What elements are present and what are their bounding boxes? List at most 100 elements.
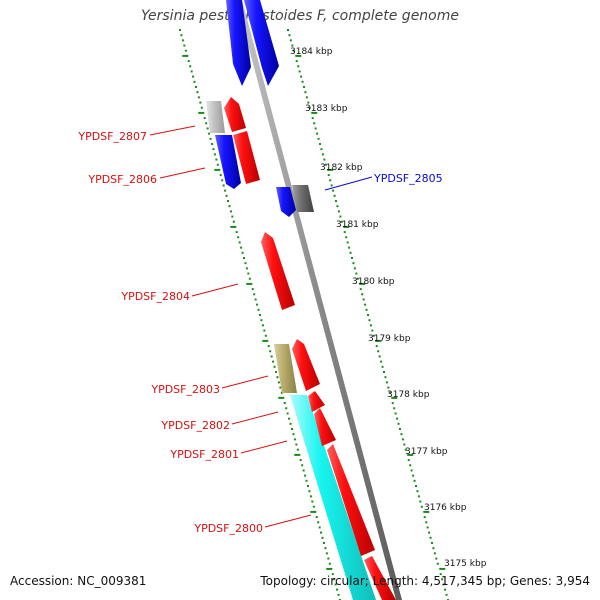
gene-shape-2800-red[interactable] (327, 444, 375, 556)
inner-track-minor-tick (254, 298, 257, 301)
gene-shape-2801-red[interactable] (314, 408, 336, 446)
outer-track-minor-tick (319, 143, 321, 145)
leader-line-2807 (149, 125, 196, 136)
outer-track-minor-tick (404, 448, 407, 451)
outer-track-minor-tick (431, 542, 433, 544)
inner-track-minor-tick (229, 210, 232, 213)
leader-line-2804 (191, 283, 239, 297)
outer-track-minor-tick (356, 277, 359, 280)
inner-track-minor-tick (302, 469, 305, 472)
outer-track-minor-tick (412, 474, 415, 477)
inner-track-minor-tick (241, 251, 244, 254)
inner-track-minor-tick (251, 288, 254, 291)
gene-label-leaders (149, 125, 373, 528)
leader-line-2800 (264, 514, 312, 528)
outer-track-minor-tick (435, 557, 438, 560)
outer-track-minor-tick (321, 153, 324, 156)
gene-shape-2807-red[interactable] (224, 97, 246, 132)
gene-shape-bottom-red[interactable] (364, 556, 396, 600)
gene-shape-2803-red[interactable] (292, 339, 320, 391)
inner-track-minor-tick (232, 220, 235, 223)
outer-track-minor-tick (287, 29, 289, 31)
inner-track-minor-tick (235, 231, 238, 234)
inner-track-minor-tick (238, 241, 241, 244)
inner-track-minor-tick (187, 60, 190, 63)
inner-track-minor-tick (244, 262, 247, 265)
gene-shape-2803-olive[interactable] (274, 344, 297, 393)
genome-summary-text: Topology: circular; Length: 4,517,345 bp… (260, 574, 590, 588)
gene-label-2802[interactable]: YPDSF_2802 (160, 419, 230, 432)
gene-label-2804[interactable]: YPDSF_2804 (120, 290, 190, 303)
outer-track-minor-tick (323, 158, 326, 161)
outer-track-minor-tick (378, 355, 381, 358)
outer-track-minor-tick (409, 464, 412, 467)
inner-track-minor-tick (211, 143, 213, 145)
gene-shape-2807-gray[interactable] (206, 101, 225, 133)
outer-track-minor-tick (369, 324, 372, 327)
kbp-scale: 3184 kbp 3183 kbp 3182 kbp 3181 kbp 3180… (290, 47, 487, 569)
gene-shape-2806-red[interactable] (233, 131, 260, 184)
inner-track-minor-tick (216, 163, 219, 166)
inner-track-major-tick (294, 453, 301, 456)
outer-track-minor-tick (433, 552, 436, 555)
inner-track-minor-tick (269, 350, 272, 353)
gene-label-2806[interactable]: YPDSF_2806 (87, 173, 157, 186)
forward-strand-genes (224, 97, 396, 600)
gene-label-2805[interactable]: YPDSF_2805 (373, 172, 443, 185)
outer-track-minor-tick (303, 86, 305, 88)
gene-shape-2800-cyan[interactable] (290, 395, 376, 600)
inner-track-minor-tick (304, 474, 307, 477)
inner-track-minor-tick (206, 127, 209, 130)
gene-shape-2805-dark[interactable] (292, 185, 314, 212)
outer-track-minor-tick (320, 148, 323, 151)
inner-track-minor-tick (286, 412, 289, 415)
outer-track-major-tick (295, 54, 302, 57)
outer-track-major-tick (407, 453, 414, 456)
outer-track-minor-tick (359, 288, 362, 291)
gene-shape-top-blue-2[interactable] (244, 0, 279, 86)
outer-track-minor-tick (353, 267, 356, 270)
outer-track-minor-tick (365, 308, 368, 311)
outer-track-minor-tick (439, 573, 442, 576)
outer-track-minor-tick (442, 583, 445, 586)
tick-tracks (179, 29, 449, 600)
outer-track-minor-tick (351, 257, 353, 259)
gene-shape-2805-blue[interactable] (276, 187, 296, 217)
leader-line-2803 (221, 375, 269, 389)
outer-track-major-tick (375, 339, 382, 342)
outer-track-major-tick (311, 111, 318, 114)
inner-track-minor-tick (193, 80, 196, 83)
inner-track-minor-tick (312, 505, 315, 508)
outer-track-minor-tick (413, 479, 416, 482)
gene-label-2801[interactable]: YPDSF_2801 (169, 448, 239, 461)
kbp-tick-label: 3183 kbp (305, 104, 348, 114)
gene-label-2800[interactable]: YPDSF_2800 (193, 522, 263, 535)
outer-track-minor-tick (329, 179, 332, 182)
gene-shape-2804-red[interactable] (261, 232, 295, 310)
outer-track-minor-tick (332, 189, 335, 192)
outer-track-minor-tick (377, 350, 380, 353)
inner-track-minor-tick (320, 531, 323, 534)
inner-track-minor-tick (203, 117, 206, 120)
gene-shape-top-blue-1[interactable] (226, 0, 251, 86)
inner-track-minor-tick (308, 490, 311, 493)
inner-track-minor-tick (195, 86, 197, 88)
inner-track-minor-tick (196, 91, 199, 94)
outer-track-minor-tick (335, 200, 337, 202)
inner-track-minor-tick (212, 148, 215, 151)
outer-track-minor-tick (384, 376, 387, 379)
inner-track-minor-tick (189, 65, 192, 68)
gene-shape-2806-blue[interactable] (215, 135, 241, 189)
gene-label-2803[interactable]: YPDSF_2803 (150, 383, 220, 396)
outer-track-minor-tick (333, 194, 336, 197)
outer-track-minor-tick (313, 122, 316, 125)
inner-track-minor-tick (260, 319, 263, 322)
inner-track-minor-tick (277, 381, 280, 384)
outer-track-minor-tick (387, 386, 390, 389)
gene-shape-2802-red[interactable] (308, 391, 325, 412)
inner-track-minor-tick (324, 547, 327, 550)
outer-track-minor-tick (429, 536, 432, 539)
gene-label-2807[interactable]: YPDSF_2807 (77, 130, 147, 143)
